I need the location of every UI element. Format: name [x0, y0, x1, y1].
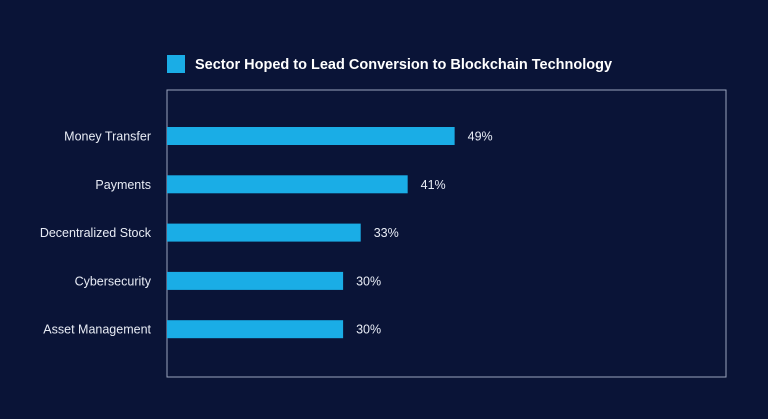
data-label: 41% [421, 178, 446, 192]
data-label: 49% [468, 130, 493, 144]
data-label: 33% [374, 226, 399, 240]
legend-label: Sector Hoped to Lead Conversion to Block… [195, 57, 612, 73]
bar [167, 223, 361, 242]
category-label: Decentralized Stock [40, 226, 152, 240]
category-label: Payments [95, 178, 151, 192]
legend-swatch [167, 55, 185, 73]
category-label: Cybersecurity [75, 274, 152, 288]
bar [167, 271, 344, 290]
category-label: Money Transfer [64, 130, 151, 144]
data-label: 30% [356, 274, 381, 288]
bar [167, 320, 344, 339]
bar [167, 175, 408, 194]
data-label: 30% [356, 323, 381, 337]
bar [167, 127, 455, 145]
category-label: Asset Management [43, 323, 151, 337]
